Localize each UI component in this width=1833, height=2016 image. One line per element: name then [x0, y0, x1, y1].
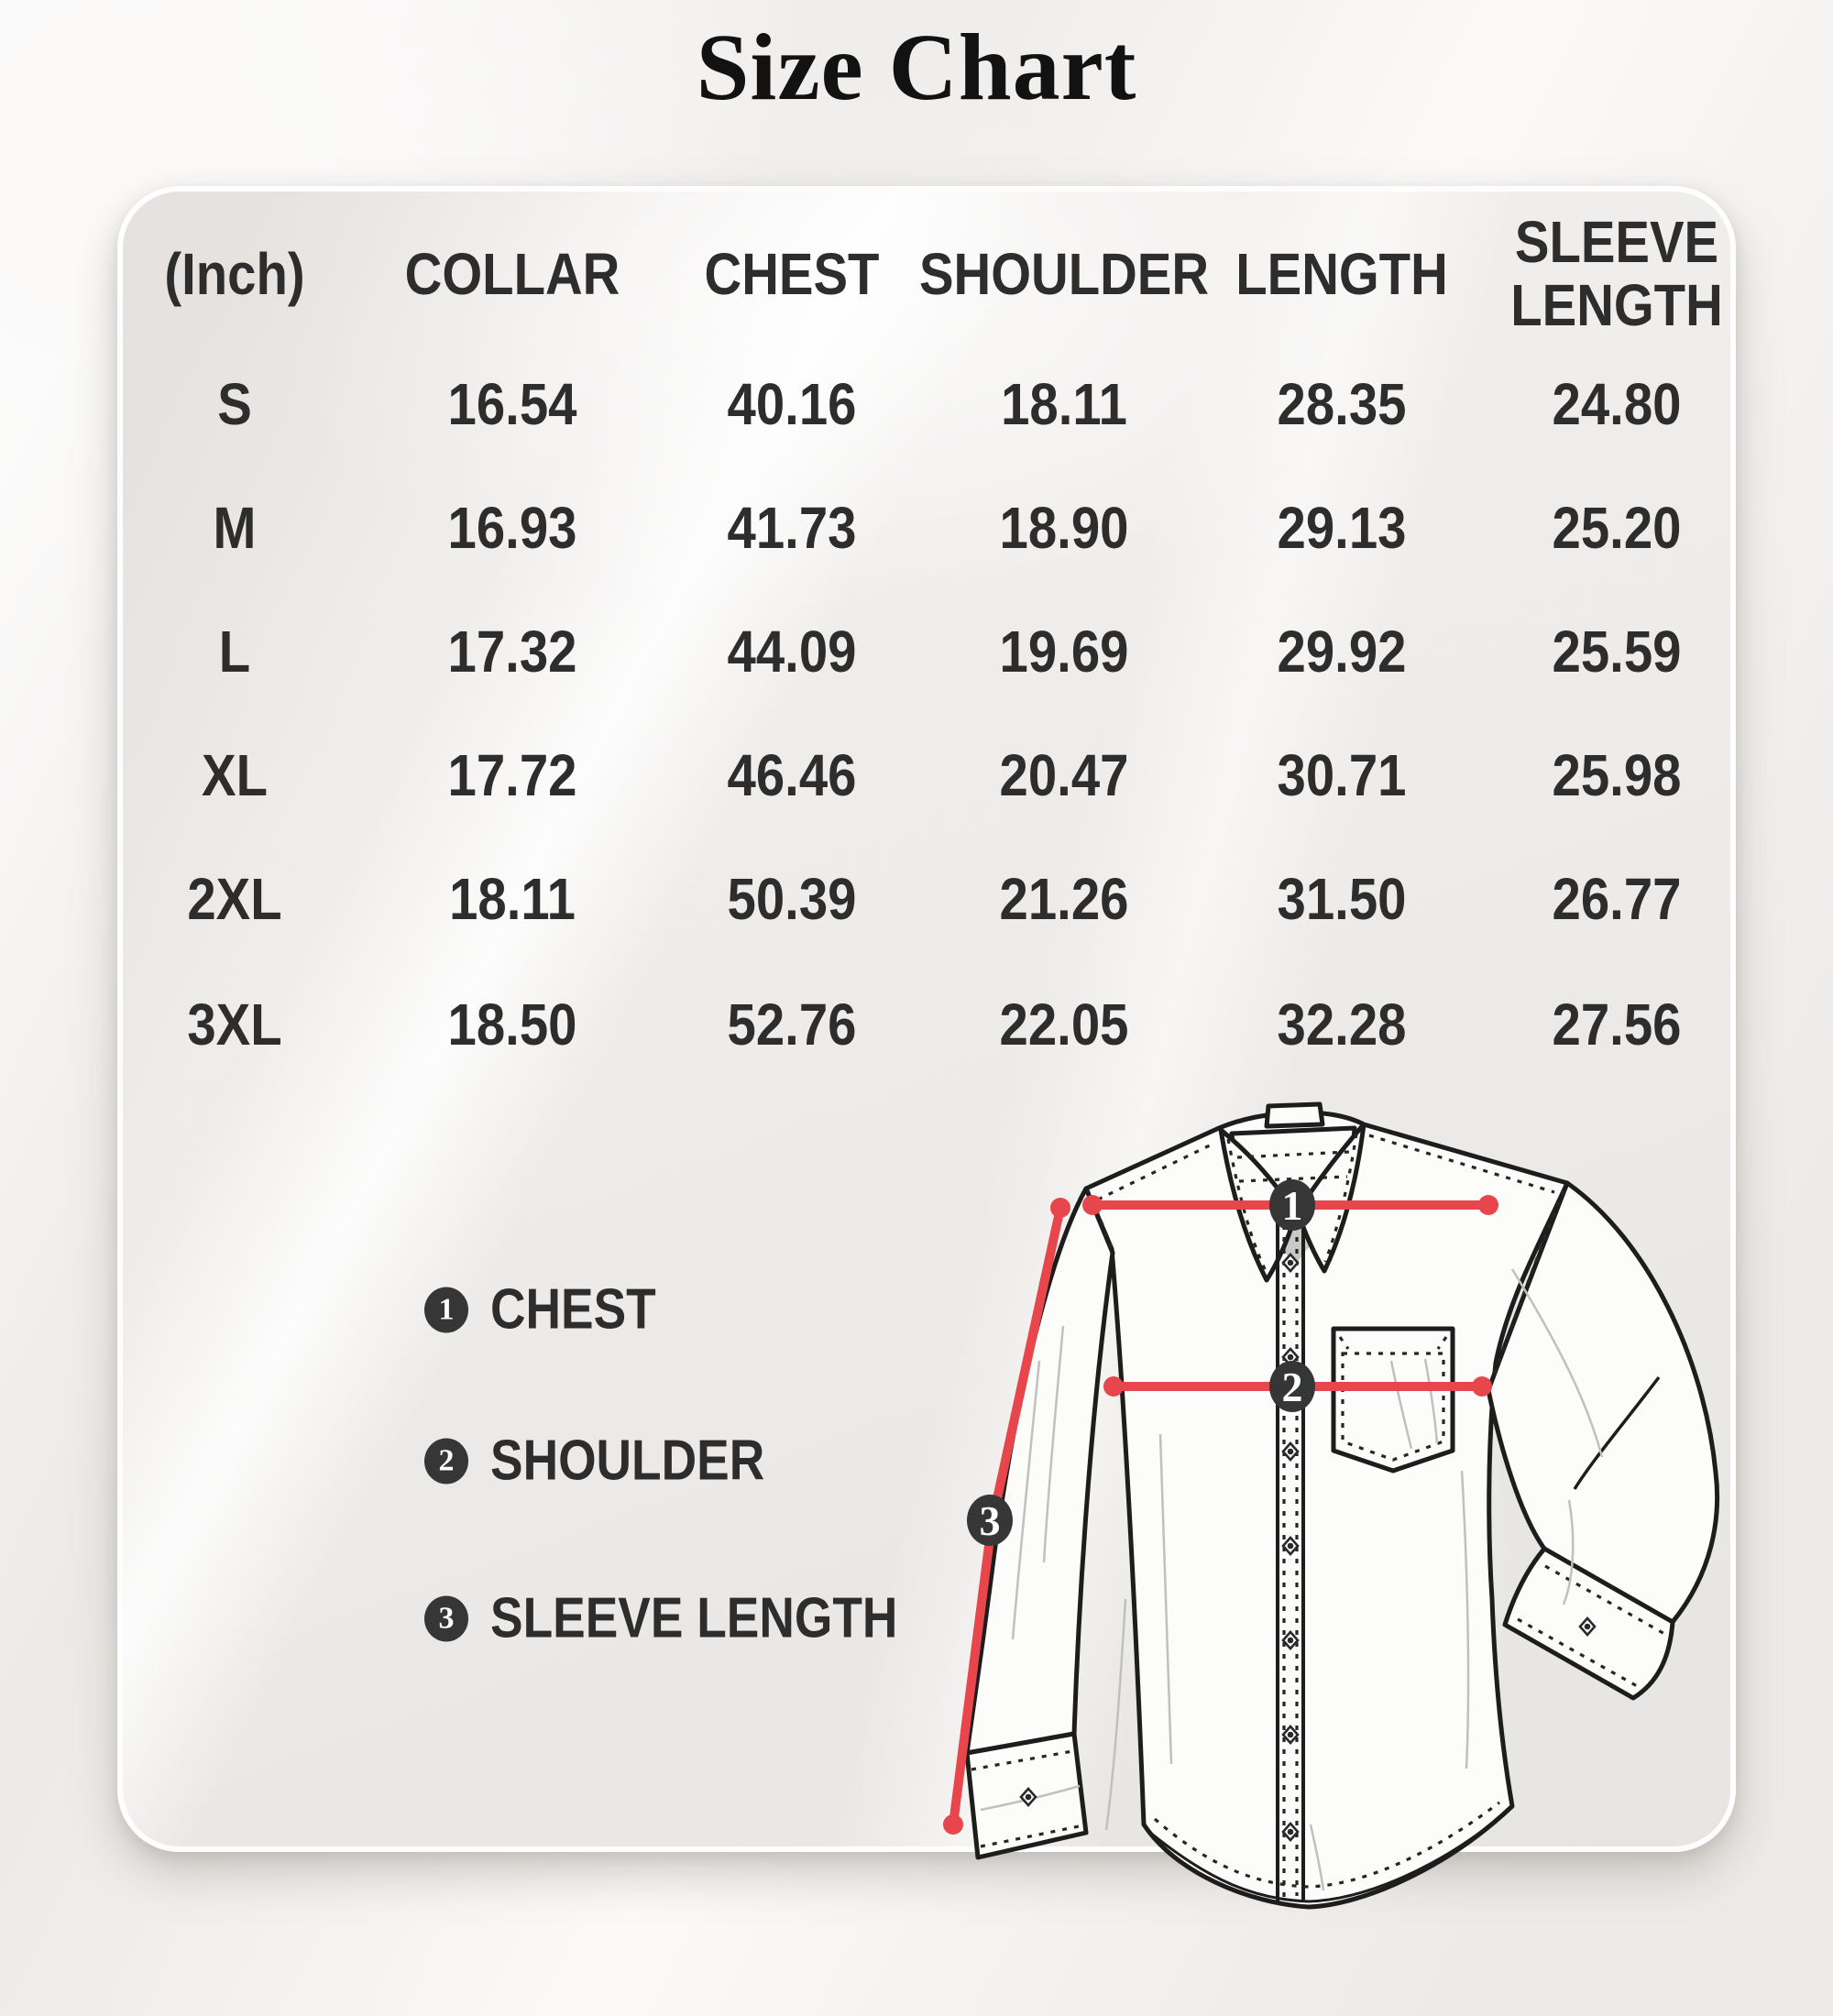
legend-item-3: 3 SLEEVE LENGTH: [424, 1586, 964, 1651]
cell-3XL-collar: 18.50: [447, 992, 577, 1057]
page-title: Size Chart: [696, 15, 1137, 120]
cell-L-collar: 17.32: [447, 619, 577, 685]
legend-item-2: 2 SHOULDER: [424, 1429, 809, 1494]
stitching: [971, 1133, 1667, 1898]
column-header-4: LENGTH: [1235, 241, 1448, 307]
legend-label: CHEST: [490, 1277, 656, 1342]
cell-S-length: 28.35: [1277, 371, 1407, 437]
cell-3XL-chest: 52.76: [727, 992, 857, 1057]
legend-number-badge: 1: [424, 1287, 468, 1332]
marker-3: [967, 1495, 1013, 1546]
cell-3XL-sleeve_length: 27.56: [1552, 992, 1682, 1057]
size-label-M: M: [213, 495, 257, 561]
column-header-3: SHOULDER: [918, 241, 1210, 307]
cell-3XL-shoulder: 22.05: [999, 992, 1129, 1057]
shirt-body: [1083, 1110, 1570, 1910]
cell-XL-sleeve_length: 25.98: [1552, 742, 1682, 808]
column-header-5: SLEEVE LENGTH: [1510, 208, 1723, 338]
collar-band-back: [1264, 1101, 1325, 1129]
cell-XL-chest: 46.46: [727, 742, 857, 808]
cell-2XL-length: 31.50: [1277, 866, 1407, 932]
cell-M-shoulder: 18.90: [999, 495, 1129, 561]
column-header-1: COLLAR: [404, 241, 620, 307]
cell-M-chest: 41.73: [727, 495, 857, 561]
cell-2XL-collar: 18.11: [449, 866, 576, 932]
cell-M-sleeve_length: 25.20: [1552, 495, 1682, 561]
legend-number-badge: 3: [424, 1595, 468, 1641]
cell-2XL-shoulder: 21.26: [999, 866, 1129, 932]
column-header-0: (Inch): [164, 241, 305, 307]
size-label-3XL: 3XL: [187, 992, 282, 1057]
size-chart-card: (Inch) COLLAR CHEST SHOULDER LENGTH SLEEVE LE…: [117, 186, 1736, 1852]
marker-2: [1269, 1361, 1315, 1412]
cell-M-length: 29.13: [1277, 495, 1407, 561]
cell-S-sleeve_length: 24.80: [1552, 371, 1682, 437]
cell-M-collar: 16.93: [447, 495, 577, 561]
right-sleeve: [1486, 1180, 1720, 1625]
column-header-2: CHEST: [704, 241, 880, 307]
cell-3XL-length: 32.28: [1277, 992, 1407, 1057]
cell-S-chest: 40.16: [727, 371, 857, 437]
buttons: [1019, 1253, 1597, 1842]
chest-pocket: [1331, 1326, 1455, 1474]
placket-lines: [1148, 1218, 1661, 1903]
size-label-2XL: 2XL: [187, 866, 282, 932]
left-sleeve: [964, 1186, 1115, 1756]
shirt-diagram: 1 2 3: [943, 1101, 1720, 1910]
size-label-L: L: [218, 619, 251, 685]
marker-1: [1269, 1179, 1315, 1231]
cell-2XL-sleeve_length: 26.77: [1552, 866, 1682, 932]
cell-XL-shoulder: 20.47: [999, 742, 1129, 808]
cell-2XL-chest: 50.39: [727, 866, 857, 932]
legend-number-badge: 2: [424, 1438, 468, 1484]
marker-2-number: 2: [1282, 1364, 1303, 1410]
cell-L-chest: 44.09: [727, 619, 857, 685]
cell-L-length: 29.92: [1277, 619, 1407, 685]
cell-S-shoulder: 18.11: [1001, 371, 1127, 437]
size-label-S: S: [217, 371, 252, 437]
legend-item-1: 1 CHEST: [424, 1277, 683, 1342]
cell-L-sleeve_length: 25.59: [1552, 619, 1682, 685]
legend-label: SHOULDER: [490, 1429, 765, 1493]
legend-label: SLEEVE LENGTH: [490, 1586, 898, 1650]
size-label-XL: XL: [202, 742, 268, 808]
fabric-creases: [980, 1268, 1604, 1891]
marker-1-number: 1: [1282, 1182, 1303, 1229]
cell-XL-collar: 17.72: [447, 742, 577, 808]
cell-XL-length: 30.71: [1277, 742, 1407, 808]
measurement-lines: 1 2 3: [943, 1179, 1498, 1835]
cell-S-collar: 16.54: [447, 371, 577, 437]
marker-3-number: 3: [980, 1497, 1001, 1544]
cell-L-shoulder: 19.69: [999, 619, 1129, 685]
